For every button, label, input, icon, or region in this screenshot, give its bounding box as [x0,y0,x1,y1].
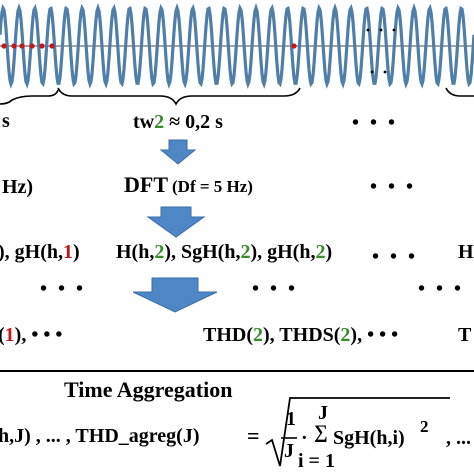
fraction-numerator: 1 [286,408,296,430]
dft1-param-fragment: Hz) [2,176,34,198]
row4-right-dots: • • • [418,278,465,300]
window-marker [291,43,297,49]
wave-path [0,2,474,89]
sum-upper-limit: J [318,402,328,424]
aggregation-left-formula: h,J) , ... , THD_agreg(J) [0,425,200,447]
harmonics2-label: H(h,2), SgH(h,2), gH(h,2) [116,241,333,263]
multiply-dot: · [301,427,308,449]
arrow-to-dft [159,139,197,165]
sum-lower-limit: i = 1 [298,450,335,472]
continuation-dot [370,70,374,74]
continuation-dot [366,28,370,32]
window-marker [1,43,7,49]
thd1-fragment: (1), • • • [0,324,63,346]
thd2-label: THD(2), THDS(2), • • • [203,324,399,346]
continuation-dot [383,70,387,74]
dft-more-dots: • • • [370,176,417,198]
window-marker [49,43,55,49]
sum-term: SgH(h,i) [333,427,405,449]
harmonics-more-dots: • • • [372,246,419,268]
sum-symbol: ∑ [314,422,328,443]
sqrt-sign [265,397,450,467]
harmonics1-fragment: ), gH(h,1) [0,241,80,263]
row4-left-dots: • • • [40,278,87,300]
window2-label: tw2 ≈ 0,2 s [133,111,223,133]
window-markers [1,28,396,74]
flow-arrows [132,139,450,467]
arrow-to-harmonics [146,206,206,238]
equals-sign: = [247,423,260,448]
window-more-dots: • • • [352,112,399,134]
window3-bracket [445,87,474,97]
aggregation-title: Time Aggregation [64,377,233,402]
window-brackets [0,87,474,106]
harmonics3-fragment: H [458,241,474,263]
fraction-denominator: J [284,440,294,462]
row4-mid-dots: • • • [252,278,299,300]
arrow-to-thd [132,277,218,313]
continuation-dot [379,28,383,32]
continuation-dot [392,28,396,32]
thd3-fragment: T [458,324,472,346]
window-marker [39,43,45,49]
window-marker [19,43,25,49]
dft2-label: DFT (Df = 5 Hz) [124,172,253,197]
window1-bracket [0,89,59,105]
window-marker [29,43,35,49]
window2-bracket [57,87,301,106]
window-marker [11,43,17,49]
window1-label: s [2,110,10,132]
sine-waveform [0,2,474,89]
formula-trailing: , ... [446,427,471,449]
exponent: 2 [420,417,429,436]
